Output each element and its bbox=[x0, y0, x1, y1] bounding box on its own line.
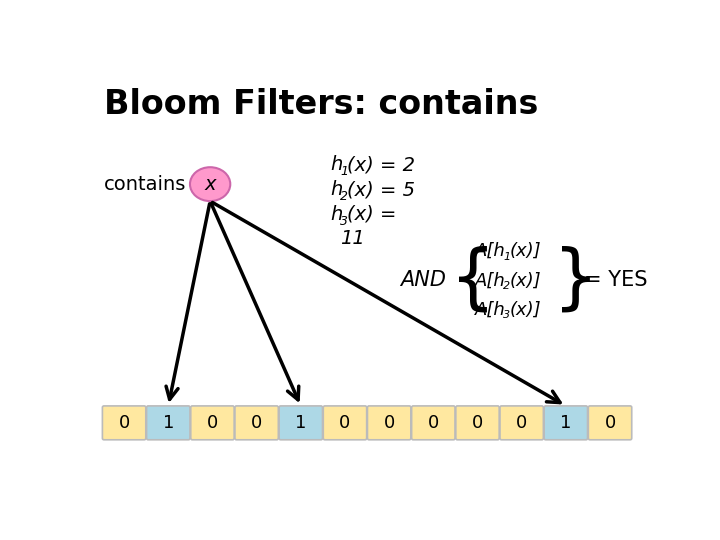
Text: AND: AND bbox=[400, 271, 446, 291]
Text: 0: 0 bbox=[428, 414, 439, 432]
Text: contains: contains bbox=[104, 174, 186, 194]
FancyBboxPatch shape bbox=[544, 406, 588, 440]
Text: x: x bbox=[204, 174, 216, 194]
Text: 2: 2 bbox=[341, 190, 348, 203]
FancyBboxPatch shape bbox=[323, 406, 366, 440]
FancyBboxPatch shape bbox=[191, 406, 234, 440]
Text: 1: 1 bbox=[503, 252, 510, 261]
Text: }: } bbox=[553, 246, 598, 315]
FancyBboxPatch shape bbox=[279, 406, 323, 440]
Text: 0: 0 bbox=[384, 414, 395, 432]
FancyBboxPatch shape bbox=[588, 406, 631, 440]
Text: (x)]: (x)] bbox=[510, 242, 541, 260]
FancyBboxPatch shape bbox=[147, 406, 190, 440]
Text: h: h bbox=[330, 180, 343, 199]
Ellipse shape bbox=[190, 167, 230, 201]
Text: 1: 1 bbox=[163, 414, 174, 432]
Text: A[h: A[h bbox=[475, 301, 506, 319]
FancyBboxPatch shape bbox=[102, 406, 145, 440]
Text: A[h: A[h bbox=[475, 272, 506, 289]
Text: 1: 1 bbox=[341, 165, 348, 178]
Text: {: { bbox=[451, 246, 496, 315]
Text: 11: 11 bbox=[341, 230, 365, 248]
FancyBboxPatch shape bbox=[412, 406, 455, 440]
Text: = YES: = YES bbox=[584, 271, 647, 291]
Text: (x)]: (x)] bbox=[510, 272, 541, 289]
Text: h: h bbox=[330, 156, 343, 174]
FancyBboxPatch shape bbox=[456, 406, 499, 440]
Text: 0: 0 bbox=[207, 414, 218, 432]
Text: 1: 1 bbox=[560, 414, 572, 432]
Text: 0: 0 bbox=[516, 414, 527, 432]
Text: (x) = 2: (x) = 2 bbox=[347, 156, 415, 174]
Text: (x) = 5: (x) = 5 bbox=[347, 180, 415, 199]
FancyBboxPatch shape bbox=[500, 406, 544, 440]
Text: (x) =: (x) = bbox=[347, 205, 397, 224]
Text: 3: 3 bbox=[503, 310, 510, 320]
FancyBboxPatch shape bbox=[367, 406, 411, 440]
Text: A[h: A[h bbox=[475, 242, 506, 260]
Text: 0: 0 bbox=[119, 414, 130, 432]
Text: (x)]: (x)] bbox=[510, 301, 541, 319]
Text: Bloom Filters: contains: Bloom Filters: contains bbox=[104, 88, 539, 121]
Text: 2: 2 bbox=[503, 281, 510, 291]
Text: 1: 1 bbox=[295, 414, 307, 432]
Text: 0: 0 bbox=[251, 414, 262, 432]
Text: 3: 3 bbox=[341, 214, 348, 228]
Text: 0: 0 bbox=[604, 414, 616, 432]
FancyBboxPatch shape bbox=[235, 406, 279, 440]
Text: 0: 0 bbox=[339, 414, 351, 432]
Text: h: h bbox=[330, 205, 343, 224]
Text: 0: 0 bbox=[472, 414, 483, 432]
